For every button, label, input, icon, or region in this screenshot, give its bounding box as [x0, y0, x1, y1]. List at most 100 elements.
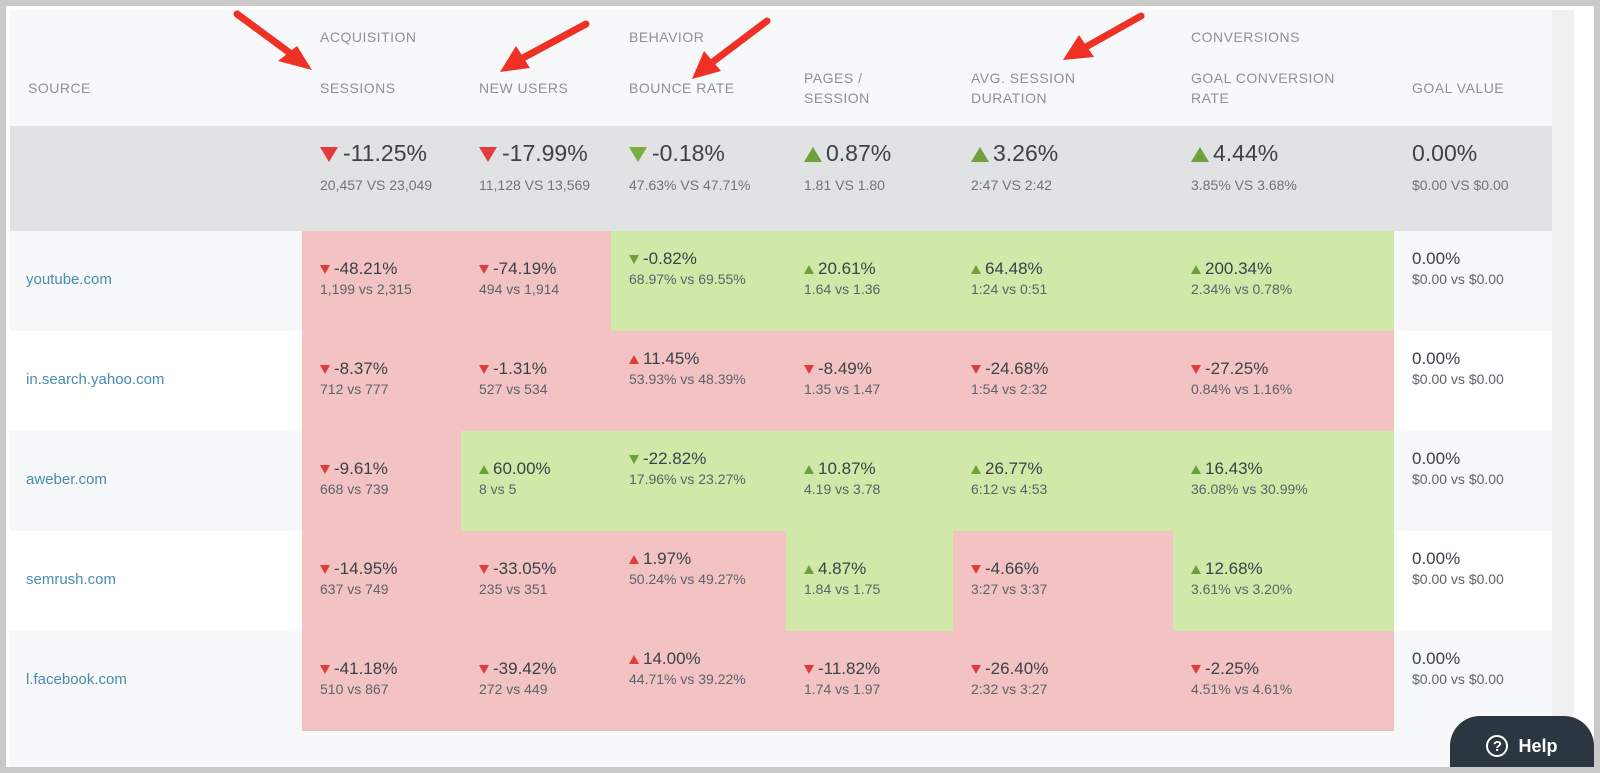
source-link[interactable]: youtube.com [26, 271, 112, 288]
comparison-values: $0.00 vs $0.00 [1412, 571, 1504, 587]
total-comparison: 47.63% VS 47.71% [629, 177, 751, 193]
trend-arrow-icon [320, 465, 330, 475]
table-row: aweber.com -9.61% 668 vs 739 60.00% 8 vs 5 -2… [10, 431, 1552, 531]
change-percent: -11.82% [818, 659, 881, 678]
trend-arrow-icon [629, 555, 639, 565]
total-sessions: -11.25% 20,457 VS 23,049 [302, 126, 461, 231]
column-label: SOURCE [28, 80, 91, 96]
total-percent: 3.26% [993, 140, 1059, 166]
trend-arrow-icon [479, 365, 489, 375]
metric-cell-pages-session: 10.87% 4.19 vs 3.78 [786, 431, 953, 531]
trend-arrow-icon [320, 565, 330, 575]
source-cell: aweber.com [10, 431, 302, 531]
comparison-values: $0.00 vs $0.00 [1412, 371, 1504, 387]
source-link[interactable]: aweber.com [26, 471, 107, 488]
column-header-bounce-rate[interactable]: BEHAVIOR BOUNCE RATE [611, 10, 786, 126]
total-percent: 0.00% [1412, 140, 1478, 166]
change-percent: -14.95% [334, 559, 398, 578]
change-percent: -48.21% [334, 259, 398, 278]
change-percent: -24.68% [985, 359, 1049, 378]
comparison-values: 668 vs 739 [320, 481, 389, 497]
comparison-values: 68.97% vs 69.55% [629, 271, 746, 287]
comparison-values: 1,199 vs 2,315 [320, 281, 412, 297]
comparison-values: 3.61% vs 3.20% [1191, 581, 1293, 597]
column-header-new-users[interactable]: NEW USERS [461, 10, 611, 126]
change-percent: -33.05% [493, 559, 557, 578]
trend-arrow-icon [1191, 565, 1201, 575]
source-cell: semrush.com [10, 531, 302, 631]
column-label: AVG. SESSION DURATION [971, 70, 1076, 106]
comparison-values: 2.34% vs 0.78% [1191, 281, 1293, 297]
help-button[interactable]: ? Help [1450, 716, 1594, 767]
table-row: in.search.yahoo.com -8.37% 712 vs 777 -1.31… [10, 331, 1552, 431]
comparison-values: 1.35 vs 1.47 [804, 381, 881, 397]
trend-arrow-icon [804, 665, 814, 675]
trend-arrow-icon [971, 365, 981, 375]
trend-arrow-icon [804, 565, 814, 575]
comparison-values: 0.84% vs 1.16% [1191, 381, 1293, 397]
scrollbar[interactable] [1552, 10, 1574, 767]
comparison-values: 494 vs 1,914 [479, 281, 560, 297]
change-percent: 11.45% [643, 349, 700, 368]
table-row: semrush.com -14.95% 637 vs 749 -33.05% 235 v… [10, 531, 1552, 631]
change-percent: 12.68% [1205, 559, 1263, 578]
metric-cell-goal-conversion-rate: 16.43% 36.08% vs 30.99% [1173, 431, 1394, 531]
column-label: NEW USERS [479, 80, 569, 96]
column-label: SESSIONS [320, 80, 396, 96]
change-percent: 0.00% [1412, 249, 1461, 268]
column-header-avg-session-duration[interactable]: AVG. SESSION DURATION [953, 10, 1173, 126]
total-goal-conversion-rate: 4.44% 3.85% VS 3.68% [1173, 126, 1394, 231]
trend-arrow-icon [320, 265, 330, 275]
trend-arrow-icon [479, 665, 489, 675]
table-row: l.facebook.com -41.18% 510 vs 867 -39.42% 27… [10, 631, 1552, 731]
source-link[interactable]: semrush.com [26, 571, 117, 588]
comparison-values: $0.00 vs $0.00 [1412, 671, 1504, 687]
comparison-values: 1:54 vs 2:32 [971, 381, 1048, 397]
trend-arrow-icon [1191, 665, 1201, 675]
metric-cell-avg-session-duration: -26.40% 2:32 vs 3:27 [953, 631, 1173, 731]
column-header-goal-conversion-rate[interactable]: CONVERSIONS GOAL CONVERSION RATE [1173, 10, 1394, 126]
comparison-values: 1.64 vs 1.36 [804, 281, 881, 297]
comparison-values: 6:12 vs 4:53 [971, 481, 1048, 497]
total-percent: 4.44% [1213, 140, 1279, 166]
help-label: Help [1518, 735, 1558, 756]
column-header-sessions[interactable]: ACQUISITION SESSIONS [302, 10, 461, 126]
group-label-acquisition: ACQUISITION [320, 29, 417, 45]
column-header-goal-value[interactable]: GOAL VALUE [1394, 10, 1552, 126]
trend-arrow-icon [479, 147, 497, 163]
change-percent: -22.82% [643, 449, 707, 468]
metric-cell-goal-conversion-rate: -27.25% 0.84% vs 1.16% [1173, 331, 1394, 431]
source-link[interactable]: l.facebook.com [26, 671, 127, 688]
trend-arrow-icon [629, 147, 647, 163]
metric-cell-goal-conversion-rate: -2.25% 4.51% vs 4.61% [1173, 631, 1394, 731]
comparison-values: 36.08% vs 30.99% [1191, 481, 1308, 497]
trend-arrow-icon [320, 365, 330, 375]
column-header-source[interactable]: SOURCE [10, 10, 302, 126]
trend-arrow-icon [1191, 365, 1201, 375]
comparison-values: 712 vs 777 [320, 381, 389, 397]
source-link[interactable]: in.search.yahoo.com [26, 371, 165, 388]
change-percent: 14.00% [643, 649, 701, 668]
comparison-values: 4.19 vs 3.78 [804, 481, 881, 497]
trend-arrow-icon [629, 655, 639, 665]
column-label: GOAL VALUE [1412, 80, 1505, 96]
comparison-values: 510 vs 867 [320, 681, 389, 697]
trend-arrow-icon [1191, 465, 1201, 475]
change-percent: -26.40% [985, 659, 1049, 678]
table-row: youtube.com -48.21% 1,199 vs 2,315 -74.19% 4… [10, 231, 1552, 331]
change-percent: 1.97% [643, 549, 692, 568]
change-percent: 0.00% [1412, 449, 1461, 468]
total-percent: -0.18% [652, 140, 725, 166]
comparison-values: $0.00 vs $0.00 [1412, 471, 1504, 487]
metric-cell-new-users: -74.19% 494 vs 1,914 [461, 231, 611, 331]
trend-arrow-icon [971, 465, 981, 475]
column-header-pages-session[interactable]: PAGES / SESSION [786, 10, 953, 126]
metric-cell-goal-conversion-rate: 12.68% 3.61% vs 3.20% [1173, 531, 1394, 631]
trend-arrow-icon [804, 365, 814, 375]
total-percent: -17.99% [502, 140, 588, 166]
metric-cell-bounce-rate: 14.00% 44.71% vs 39.22% [611, 631, 786, 731]
change-percent: 4.87% [818, 559, 867, 578]
change-percent: 64.48% [985, 259, 1043, 278]
comparison-values: 1:24 vs 0:51 [971, 281, 1048, 297]
metric-cell-avg-session-duration: 26.77% 6:12 vs 4:53 [953, 431, 1173, 531]
